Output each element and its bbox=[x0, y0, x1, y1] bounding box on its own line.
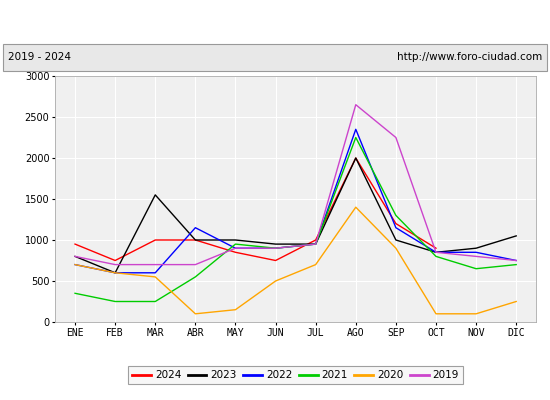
Legend: 2024, 2023, 2022, 2021, 2020, 2019: 2024, 2023, 2022, 2021, 2020, 2019 bbox=[128, 366, 463, 384]
Text: http://www.foro-ciudad.com: http://www.foro-ciudad.com bbox=[397, 52, 542, 62]
Text: 2019 - 2024: 2019 - 2024 bbox=[8, 52, 72, 62]
Text: Evolucion Nº Turistas Nacionales en el municipio de Montalbán: Evolucion Nº Turistas Nacionales en el m… bbox=[39, 14, 511, 28]
